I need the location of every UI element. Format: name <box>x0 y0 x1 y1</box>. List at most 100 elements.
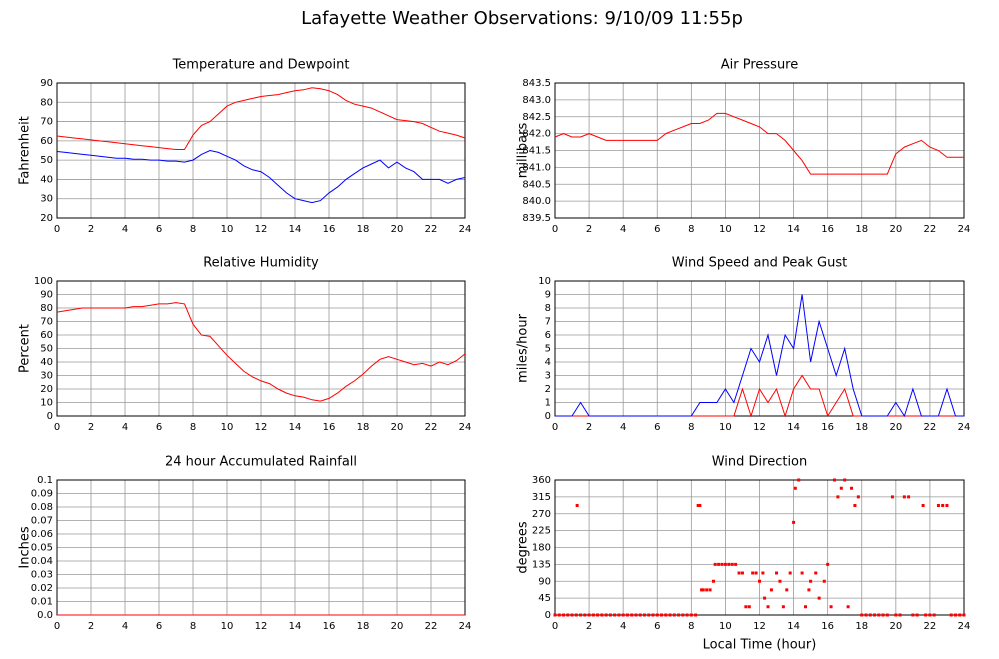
data-point <box>924 613 928 617</box>
data-point <box>864 613 868 617</box>
data-point <box>853 504 857 507</box>
x-tick-label: 8 <box>688 224 694 235</box>
x-tick-label: 0 <box>54 422 60 433</box>
data-point <box>885 613 889 617</box>
y-tick-label: 843.5 <box>522 78 551 89</box>
data-point <box>877 613 881 617</box>
y-axis-label: millibars <box>516 123 531 179</box>
data-point <box>562 613 566 617</box>
data-point <box>587 613 591 617</box>
data-point <box>608 613 612 617</box>
y-tick-label: 45 <box>538 593 551 604</box>
x-tick-label: 16 <box>323 224 336 235</box>
data-point <box>807 588 811 592</box>
x-tick-label: 4 <box>620 224 626 235</box>
y-tick-label: 0.01 <box>31 597 53 608</box>
y-tick-label: 839.5 <box>522 213 551 224</box>
y-tick-label: 180 <box>532 543 551 554</box>
x-tick-label: 24 <box>459 224 472 235</box>
x-tick-label: 6 <box>654 422 660 433</box>
plot-frame <box>56 82 466 219</box>
y-tick-label: 20 <box>40 213 53 224</box>
data-point <box>668 613 672 617</box>
data-point <box>766 605 770 609</box>
y-tick-label: 0.05 <box>31 543 53 554</box>
y-tick-label: 842.5 <box>522 112 551 123</box>
data-point <box>744 605 748 609</box>
y-tick-label: 0.04 <box>31 556 53 567</box>
data-line <box>56 302 466 402</box>
data-point <box>579 613 583 617</box>
data-point <box>708 588 712 592</box>
x-axis-label: Local Time (hour) <box>703 638 817 653</box>
x-tick-label: 12 <box>255 224 268 235</box>
chart-title: 24 hour Accumulated Rainfall <box>165 455 357 470</box>
data-point <box>727 562 731 566</box>
data-point <box>915 613 919 617</box>
y-tick-label: 225 <box>532 526 551 537</box>
data-point <box>800 571 804 575</box>
data-point <box>634 613 638 617</box>
data-point <box>804 605 808 609</box>
y-axis-label: Fahrenheit <box>18 116 33 185</box>
data-point <box>911 613 915 617</box>
y-tick-label: 135 <box>532 559 551 570</box>
x-tick-label: 20 <box>889 224 902 235</box>
data-point <box>734 562 738 566</box>
x-tick-label: 8 <box>688 422 694 433</box>
data-point <box>705 588 709 592</box>
x-tick-label: 22 <box>425 224 438 235</box>
y-tick-label: 6 <box>545 330 551 341</box>
data-point <box>638 613 642 617</box>
x-tick-label: 14 <box>787 621 800 632</box>
data-point <box>949 613 953 617</box>
y-tick-label: 0.09 <box>31 489 53 500</box>
data-point <box>958 613 962 617</box>
x-tick-label: 10 <box>719 224 732 235</box>
y-tick-label: 0.08 <box>31 502 53 513</box>
data-point <box>574 613 578 617</box>
y-tick-label: 70 <box>40 317 53 328</box>
data-point <box>689 613 693 617</box>
data-point <box>836 495 840 499</box>
data-point <box>921 504 925 507</box>
data-point <box>829 605 833 609</box>
x-tick-label: 24 <box>459 422 472 433</box>
x-tick-label: 22 <box>425 621 438 632</box>
x-tick-label: 0 <box>552 621 558 632</box>
y-tick-label: 842.0 <box>522 129 551 140</box>
x-tick-label: 24 <box>958 422 971 433</box>
y-tick-label: 40 <box>40 174 53 185</box>
x-tick-label: 6 <box>654 224 660 235</box>
data-point <box>700 588 704 592</box>
x-tick-label: 6 <box>156 422 162 433</box>
plot-frame <box>554 82 965 219</box>
x-tick-label: 14 <box>289 621 302 632</box>
data-point <box>621 613 625 617</box>
data-point <box>785 588 789 592</box>
y-tick-label: 0.02 <box>31 583 53 594</box>
data-point <box>754 571 758 575</box>
x-tick-label: 2 <box>586 621 592 632</box>
data-point <box>814 571 818 575</box>
y-tick-label: 0.07 <box>31 516 53 527</box>
data-line <box>555 294 964 418</box>
x-tick-label: 24 <box>459 621 472 632</box>
x-tick-label: 12 <box>255 422 268 433</box>
data-point <box>600 613 604 617</box>
x-tick-label: 4 <box>122 224 128 235</box>
y-tick-label: 840.0 <box>522 196 551 207</box>
y-axis-label: miles/hour <box>516 313 531 382</box>
data-point <box>907 495 911 499</box>
page-title: Lafayette Weather Observations: 9/10/09 … <box>301 8 743 29</box>
x-tick-label: 16 <box>821 422 834 433</box>
y-tick-label: 90 <box>40 78 53 89</box>
x-tick-label: 8 <box>190 422 196 433</box>
x-tick-label: 6 <box>654 621 660 632</box>
chart-title: Wind Direction <box>712 455 808 470</box>
data-point <box>778 579 782 583</box>
y-tick-label: 90 <box>538 576 551 587</box>
data-point <box>843 478 847 482</box>
x-tick-label: 14 <box>787 422 800 433</box>
